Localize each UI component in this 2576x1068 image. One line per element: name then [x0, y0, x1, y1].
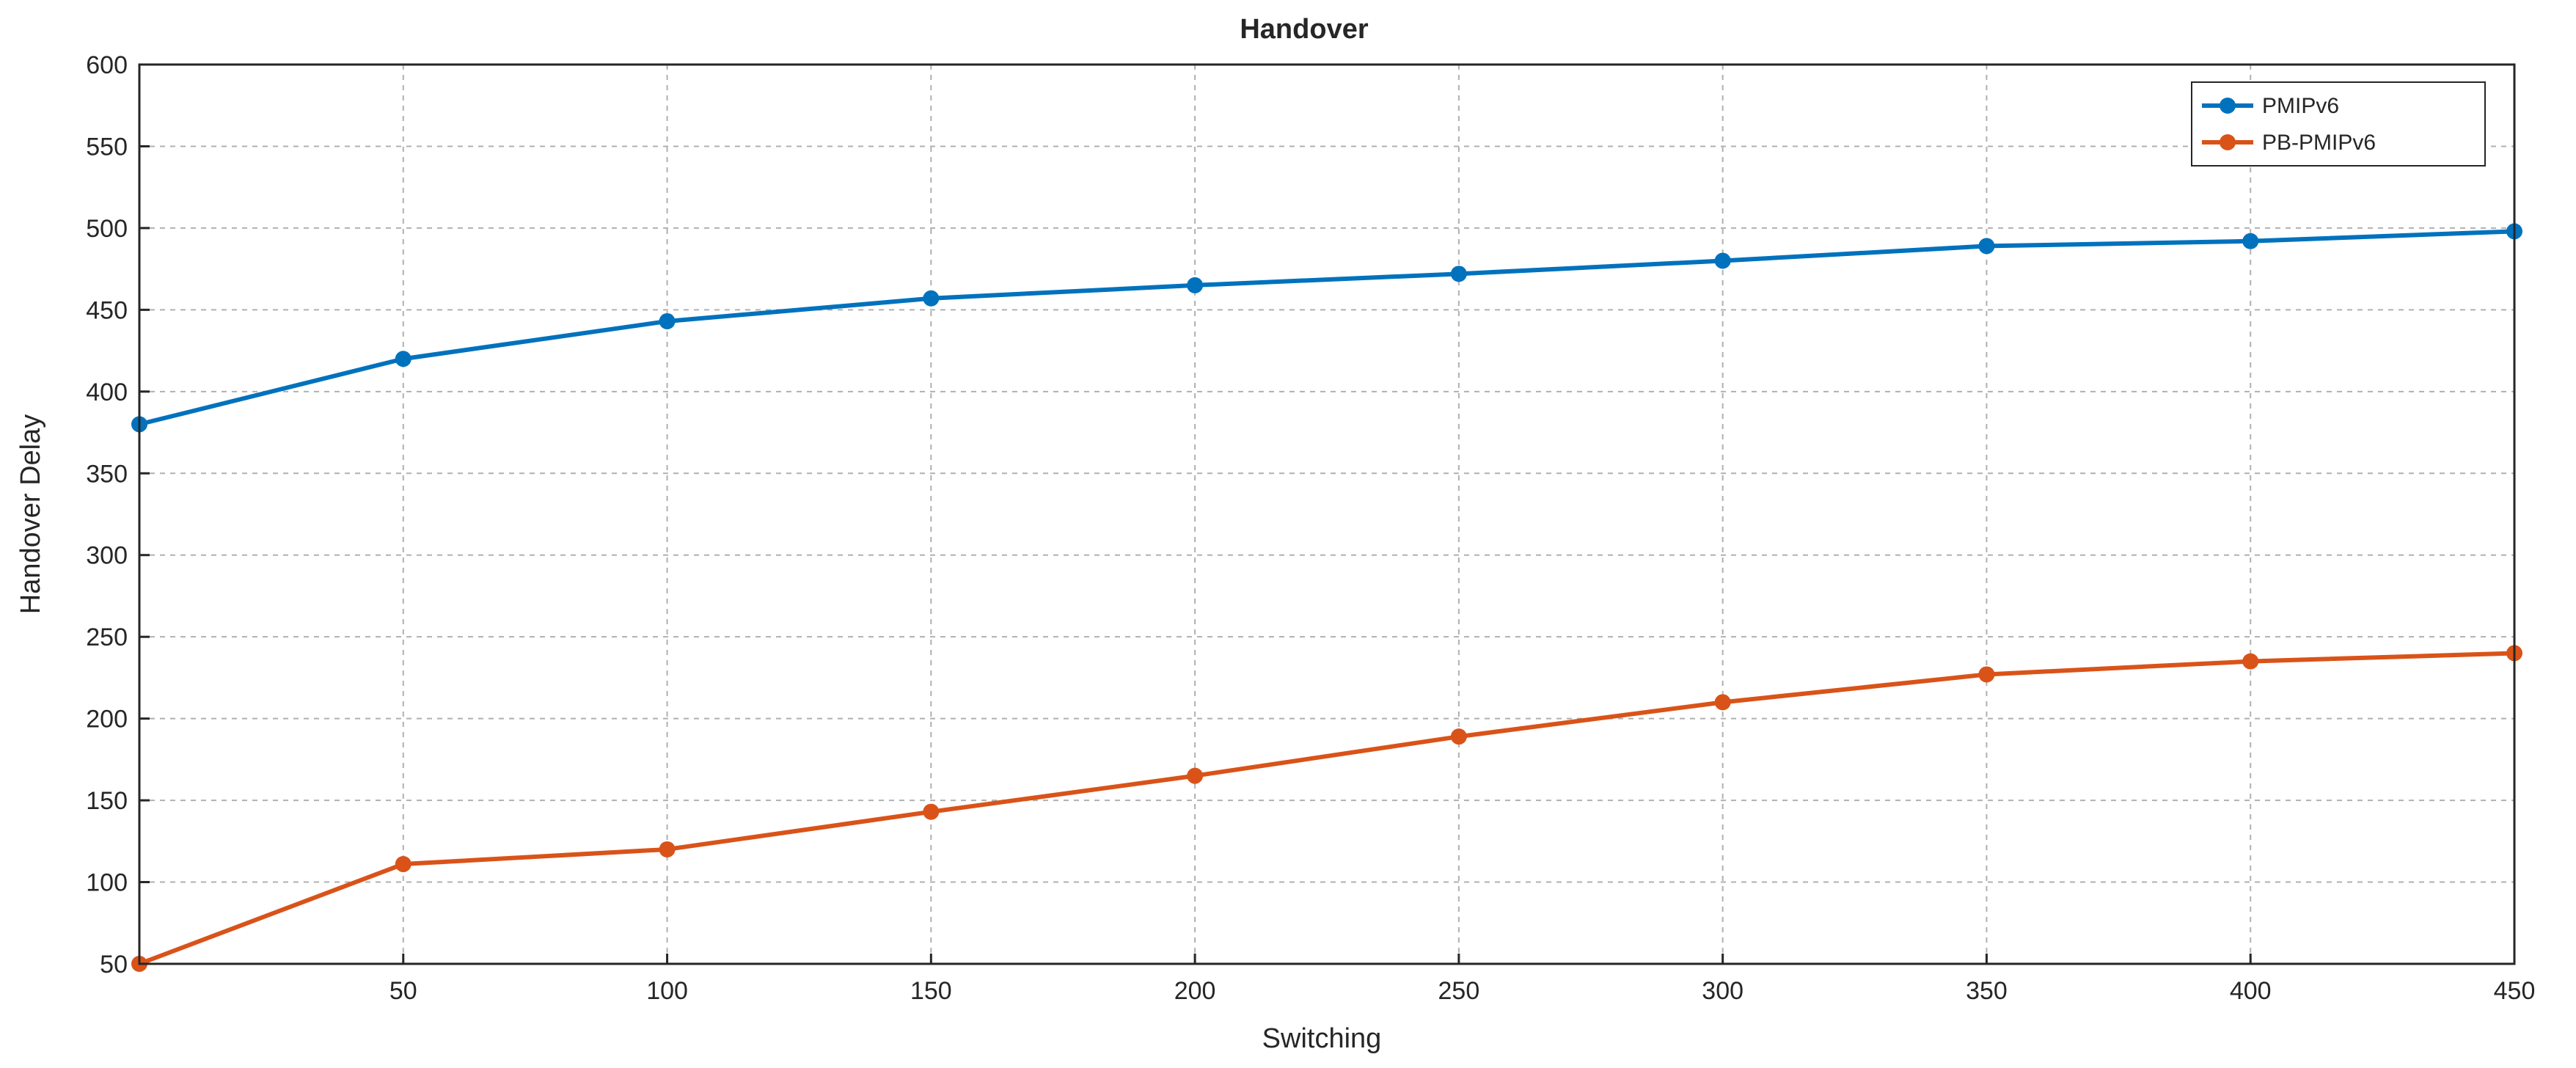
axis-ticks: 50 100 150 200 250 300 350 400 450 500 550 600 50 100…: [86, 51, 2535, 1005]
data-point: [395, 351, 411, 367]
x-tick-label: 250: [1438, 977, 1480, 1005]
legend-marker: [2220, 134, 2236, 150]
series-line: [139, 229, 2515, 427]
data-point: [1450, 728, 1467, 745]
legend-label: PB-PMIPv6: [2262, 131, 2376, 155]
y-tick-label: 400: [86, 378, 128, 406]
series-layer: [131, 223, 2522, 972]
y-tick-label: 250: [86, 623, 128, 651]
x-tick-label: 50: [389, 977, 417, 1005]
data-point: [1978, 666, 1995, 683]
x-tick-label: 450: [2494, 977, 2536, 1005]
x-tick-label: 150: [910, 977, 952, 1005]
data-point: [659, 312, 676, 329]
data-point: [659, 841, 676, 857]
data-point: [923, 803, 940, 820]
x-axis-label: Switching: [1262, 1023, 1382, 1054]
data-point: [1187, 277, 1204, 293]
chart-title: Handover: [1240, 14, 1368, 45]
data-point: [395, 856, 411, 873]
legend-box: [2191, 81, 2486, 167]
data-point: [1978, 238, 1995, 255]
y-tick-label: 150: [86, 787, 128, 815]
series-pmipv6: [131, 223, 2522, 433]
x-tick-label: 400: [2230, 977, 2272, 1005]
y-tick-label: 450: [86, 296, 128, 324]
data-point: [1714, 694, 1731, 711]
series-pb-pmipv6: [131, 645, 2522, 972]
data-point: [1450, 266, 1467, 282]
y-tick-label: 500: [86, 215, 128, 243]
legend: PMIPv6 PB-PMIPv6: [2191, 81, 2486, 167]
data-point: [923, 290, 940, 307]
y-tick-label: 200: [86, 706, 128, 734]
y-tick-label: 600: [86, 51, 128, 79]
y-tick-label: 300: [86, 542, 128, 570]
data-point: [1187, 767, 1204, 784]
data-point: [1714, 252, 1731, 269]
y-tick-label: 50: [100, 951, 128, 979]
x-tick-label: 350: [1966, 977, 2008, 1005]
plot-area-frame: [138, 63, 2516, 965]
y-tick-label: 350: [86, 460, 128, 488]
x-tick-label: 300: [1702, 977, 1743, 1005]
data-point: [2242, 653, 2259, 670]
data-point: [2242, 233, 2259, 249]
y-axis-label: Handover Delay: [15, 414, 46, 614]
series-line: [138, 651, 2515, 966]
y-tick-label: 100: [86, 869, 128, 897]
y-tick-label: 550: [86, 133, 128, 161]
legend-marker: [2220, 98, 2236, 114]
x-tick-label: 100: [646, 977, 688, 1005]
legend-label: PMIPv6: [2262, 94, 2339, 118]
x-tick-label: 200: [1174, 977, 1216, 1005]
